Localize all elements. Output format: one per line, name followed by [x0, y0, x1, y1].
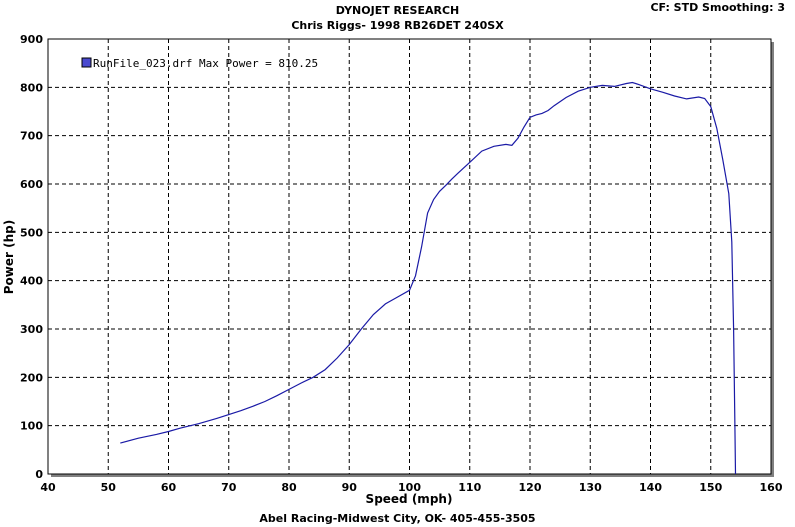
plot-area: [47, 38, 774, 477]
x-tick-label: 160: [760, 481, 783, 494]
x-tick-label: 60: [161, 481, 177, 494]
x-axis-label: Speed (mph): [366, 492, 453, 506]
y-tick-labels: 0 100 200 300 400 500 600 700 800 900: [20, 33, 43, 481]
x-tick-label: 100: [398, 481, 421, 494]
correction-smoothing-info: CF: STD Smoothing: 3: [650, 1, 785, 14]
chart-subtitle: Chris Riggs- 1998 RB26DET 240SX: [291, 19, 504, 32]
gridlines: [48, 39, 771, 474]
x-tick-label: 150: [699, 481, 722, 494]
legend-entry: RunFile_023.drf Max Power = 810.25: [93, 57, 318, 70]
legend-swatch: [81, 57, 92, 68]
x-tick-label: 80: [281, 481, 297, 494]
x-tick-label: 50: [101, 481, 117, 494]
x-tick-label: 110: [458, 481, 481, 494]
y-tick-label: 400: [20, 275, 43, 288]
y-tick-label: 200: [20, 371, 43, 384]
x-tick-label: 40: [40, 481, 56, 494]
y-tick-label: 500: [20, 226, 43, 239]
y-tick-label: 0: [35, 468, 43, 481]
y-tick-label: 100: [20, 420, 43, 433]
x-tick-label: 120: [519, 481, 542, 494]
chart-title: DYNOJET RESEARCH: [335, 4, 460, 17]
x-tick-label: 90: [342, 481, 358, 494]
legend: RunFile_023.drf Max Power = 810.25: [81, 57, 318, 70]
y-tick-label: 600: [20, 178, 43, 191]
x-tick-label: 70: [221, 481, 237, 494]
x-tick-label: 130: [579, 481, 602, 494]
footer-text: Abel Racing-Midwest City, OK- 405-455-35…: [259, 512, 536, 525]
power-curve: [120, 81, 737, 475]
y-tick-label: 700: [20, 130, 43, 143]
series-lines: [120, 81, 737, 475]
y-tick-label: 800: [20, 81, 43, 94]
y-tick-label: 900: [20, 33, 43, 46]
x-tick-labels: 40 50 60 70 80 90 100 110 120 130 140 150 160: [40, 481, 782, 494]
y-axis-label: Power (hp): [2, 220, 16, 294]
y-tick-label: 300: [20, 323, 43, 336]
x-tick-label: 140: [639, 481, 662, 494]
